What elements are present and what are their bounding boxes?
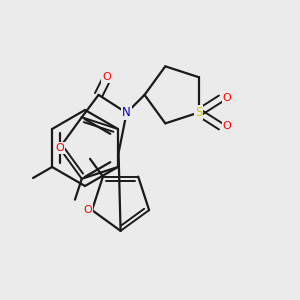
Text: O: O [55, 143, 64, 153]
Text: O: O [102, 72, 111, 82]
Text: S: S [195, 106, 203, 119]
Text: O: O [223, 122, 231, 131]
Text: O: O [223, 94, 231, 103]
Text: O: O [84, 205, 92, 215]
Text: N: N [122, 106, 131, 119]
